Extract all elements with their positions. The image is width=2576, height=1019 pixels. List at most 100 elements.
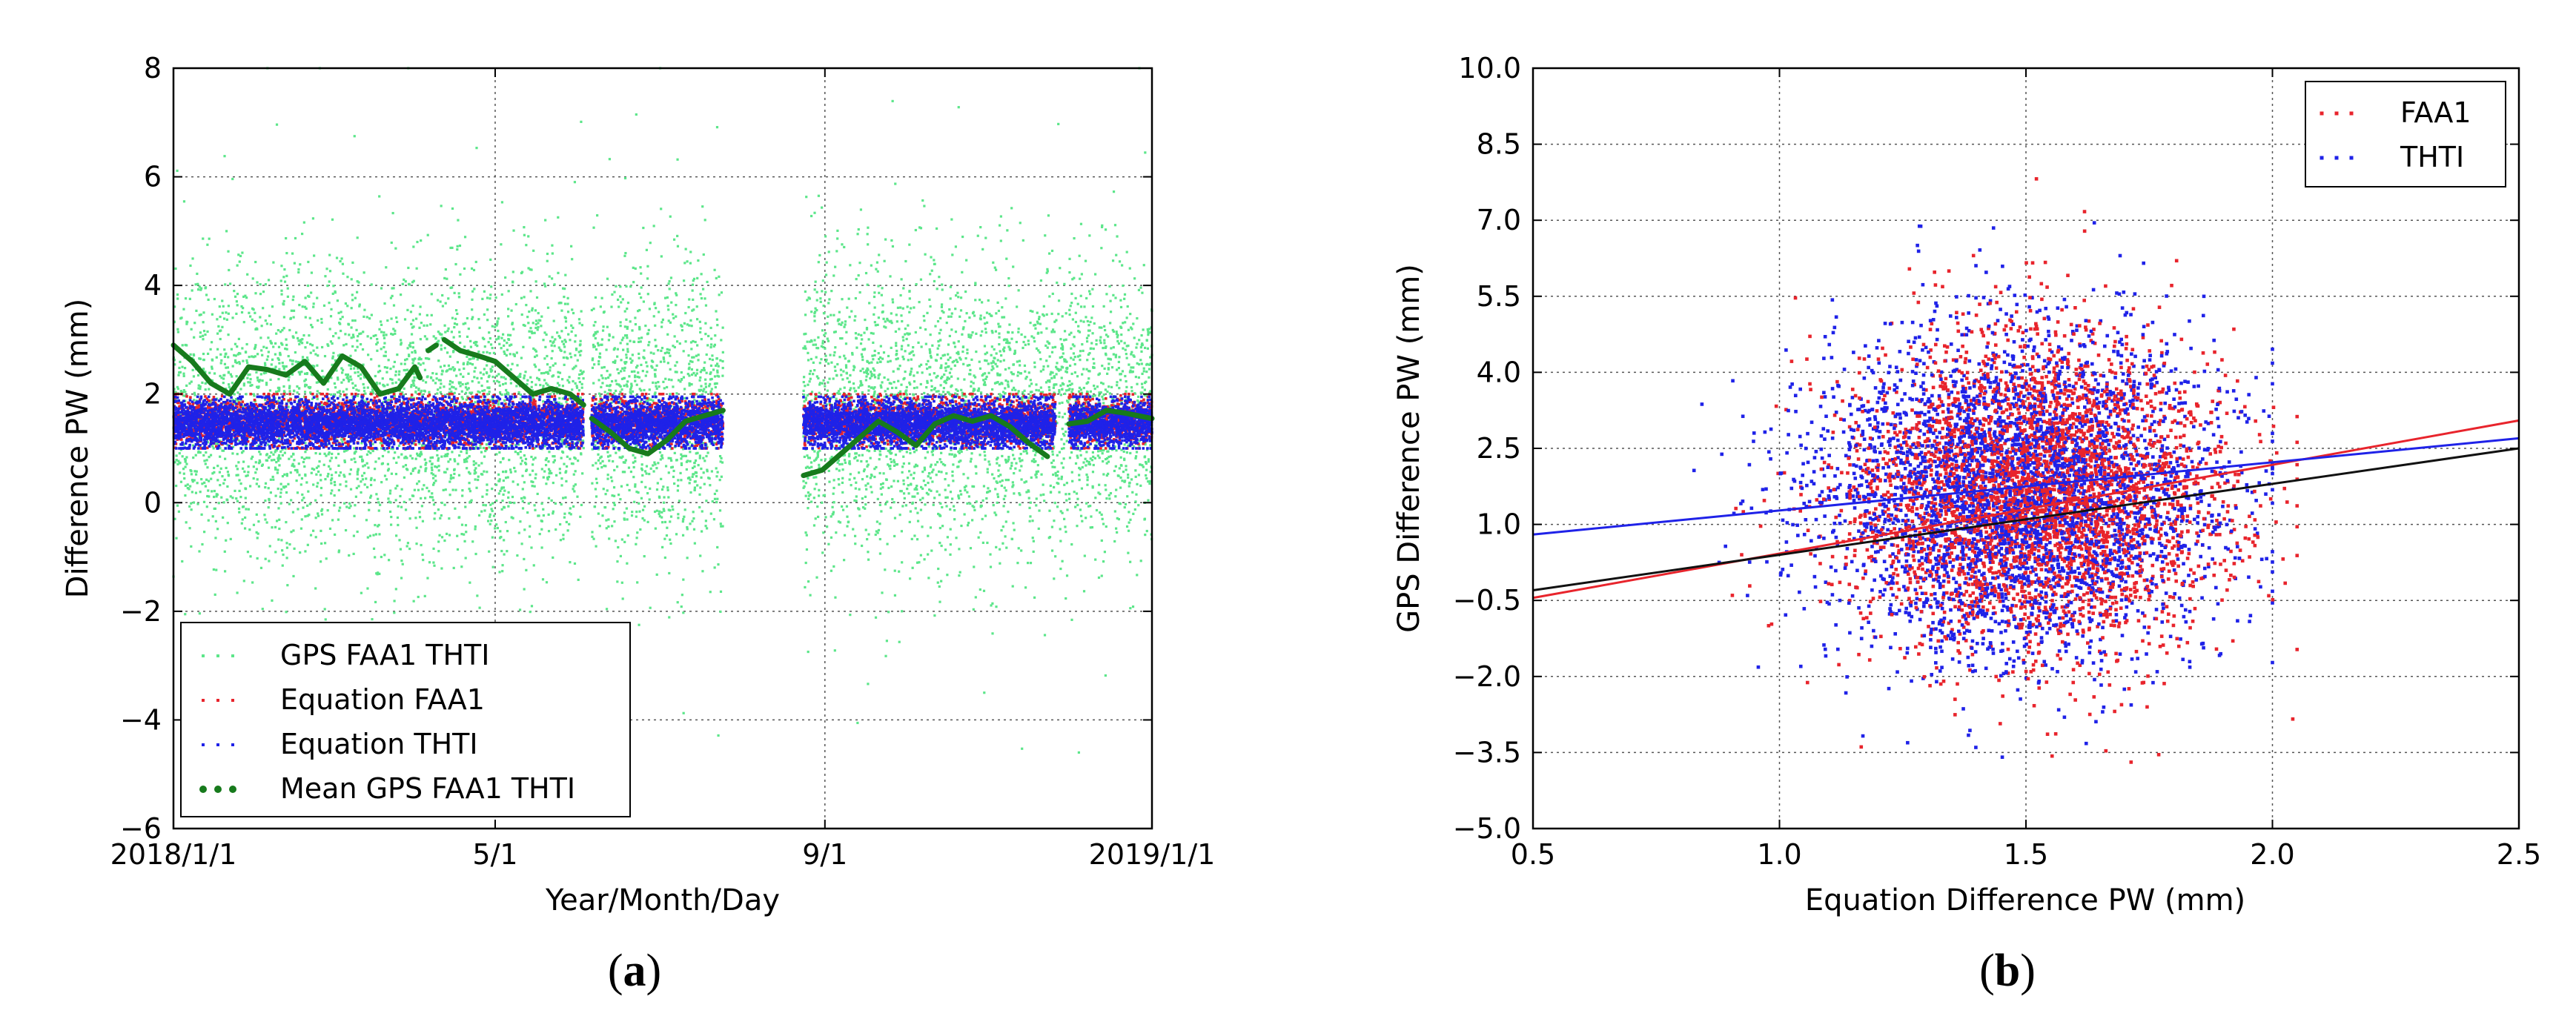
panel-a-gps-point bbox=[346, 305, 349, 308]
panel-a-gps-point bbox=[405, 468, 408, 471]
panel-a-gps-point bbox=[294, 236, 297, 240]
panel-a-gps-point bbox=[251, 581, 254, 584]
panel-a-gps-point bbox=[579, 339, 582, 342]
panel-a-gps-point bbox=[219, 467, 222, 470]
panel-a-gps-point bbox=[424, 381, 428, 384]
panel-a-gps-point bbox=[831, 505, 834, 508]
panel-a-gps-point bbox=[398, 390, 402, 393]
panel-a-gps-point bbox=[360, 491, 362, 494]
panel-a-gps-point bbox=[528, 535, 532, 538]
panel-a-gps-point bbox=[222, 501, 225, 504]
panel-a-gps-point bbox=[330, 376, 333, 379]
panel-a-gps-point bbox=[239, 496, 242, 499]
panel-a-gps-point bbox=[1062, 466, 1064, 469]
panel-a-gps-point bbox=[217, 325, 220, 328]
panel-a-gps-point bbox=[468, 362, 472, 365]
panel-a-gps-point bbox=[408, 344, 411, 347]
panel-a-gps-point bbox=[541, 578, 545, 581]
panel-a-gps-point bbox=[1042, 305, 1045, 308]
panel-a-gps-point bbox=[320, 509, 323, 512]
panel-a-gps-point bbox=[486, 364, 489, 367]
panel-a-gps-point bbox=[466, 467, 468, 470]
panel-a-gps-point bbox=[394, 332, 397, 335]
panel-a-gps-point bbox=[420, 543, 423, 547]
panel-a-gps-point bbox=[1053, 320, 1056, 323]
panel-a-gps-point bbox=[388, 439, 391, 442]
panel-a-gps-point bbox=[467, 387, 470, 390]
panel-a-gps-point bbox=[577, 578, 580, 581]
panel-a-gps-point bbox=[696, 484, 699, 487]
panel-a-gps-point bbox=[407, 266, 410, 270]
panel-a-gps-point bbox=[409, 311, 413, 313]
panel-a-gps-point bbox=[202, 500, 206, 503]
panel-a-gps-point bbox=[319, 479, 322, 482]
panel-a-gps-point bbox=[560, 457, 563, 459]
panel-a-gps-point bbox=[666, 488, 669, 492]
panel-a-gps-point bbox=[521, 488, 524, 491]
panel-a-gps-point bbox=[632, 281, 635, 284]
panel-a-gps-point bbox=[471, 308, 474, 311]
panel-a-gps-point bbox=[458, 368, 461, 371]
panel-a-gps-point bbox=[702, 457, 705, 459]
panel-a-gps-point bbox=[297, 371, 300, 374]
panel-a-gps-point bbox=[285, 338, 288, 341]
panel-a-gps-point bbox=[386, 462, 389, 465]
panel-a-gps-point bbox=[199, 313, 202, 316]
panel-a-gps-point bbox=[1125, 390, 1128, 393]
panel-a-gps-point bbox=[524, 457, 528, 461]
panel-a-gps-point bbox=[409, 342, 412, 345]
panel-a-gps-point bbox=[594, 321, 597, 324]
panel-a-gps-point bbox=[453, 399, 456, 402]
panel-a-gps-point bbox=[600, 338, 604, 341]
panel-a-gps-point bbox=[715, 126, 719, 129]
panel-a-gps-point bbox=[256, 386, 259, 389]
panel-a-gps-point bbox=[279, 495, 282, 498]
panel-a-gps-point bbox=[448, 355, 451, 358]
panel-a-gps-point bbox=[353, 457, 356, 460]
panel-a-gps-point bbox=[507, 505, 510, 508]
panel-a-gps-point bbox=[557, 346, 560, 349]
panel-a-gps-point bbox=[497, 492, 500, 495]
panel-a-gps-point bbox=[258, 443, 261, 447]
panel-a-gps-point bbox=[267, 487, 270, 490]
panel-a-gps-point bbox=[1134, 457, 1137, 459]
panel-a-gps-point bbox=[397, 523, 400, 527]
panel-a-gps-point bbox=[1139, 359, 1142, 362]
panel-a-gps-point bbox=[415, 526, 418, 529]
panel-a-gps-point bbox=[411, 362, 414, 365]
panel-a-gps-point bbox=[294, 468, 297, 472]
panel-a-gps-point bbox=[494, 325, 497, 328]
panel-a-gps-point bbox=[377, 371, 380, 374]
panel-a-gps-point bbox=[186, 483, 189, 486]
panel-a-gps-point bbox=[489, 293, 492, 296]
panel-a-gps-point bbox=[387, 399, 390, 402]
panel-a-gps-point bbox=[210, 477, 213, 480]
panel-a-gps-point bbox=[297, 336, 299, 340]
panel-a-gps-point bbox=[202, 237, 205, 240]
panel-a-gps-point bbox=[661, 521, 664, 524]
panel-a-gps-point bbox=[263, 362, 267, 365]
panel-a-gps-point bbox=[629, 339, 632, 342]
panel-a-gps-point bbox=[522, 345, 525, 348]
panel-a-gps-point bbox=[404, 455, 407, 458]
panel-a-gps-point bbox=[632, 465, 635, 469]
panel-a-gps-point bbox=[467, 327, 470, 331]
panel-a-gps-point bbox=[508, 459, 511, 462]
panel-a-gps-point bbox=[629, 320, 632, 323]
panel-a-gps-point bbox=[992, 367, 995, 370]
panel-a-gps-point bbox=[174, 391, 177, 394]
panel-a-gps-point bbox=[190, 508, 193, 511]
panel-a-gps-point bbox=[497, 329, 500, 333]
panel-a-gps-point bbox=[565, 470, 568, 473]
panel-a-gps-point bbox=[348, 506, 351, 509]
panel-a-gps-point bbox=[211, 365, 213, 368]
panel-a-gps-point bbox=[462, 375, 465, 378]
panel-a-gps-point bbox=[667, 378, 671, 381]
panel-a-gps-point bbox=[254, 471, 257, 474]
panel-a-gps-point bbox=[460, 450, 463, 454]
panel-a-gps-point bbox=[434, 479, 437, 482]
panel-a-gps-point bbox=[684, 311, 687, 315]
panel-a-gps-point bbox=[289, 471, 292, 474]
panel-a-gps-point bbox=[296, 468, 299, 472]
panel-a-gps-point bbox=[432, 482, 436, 485]
